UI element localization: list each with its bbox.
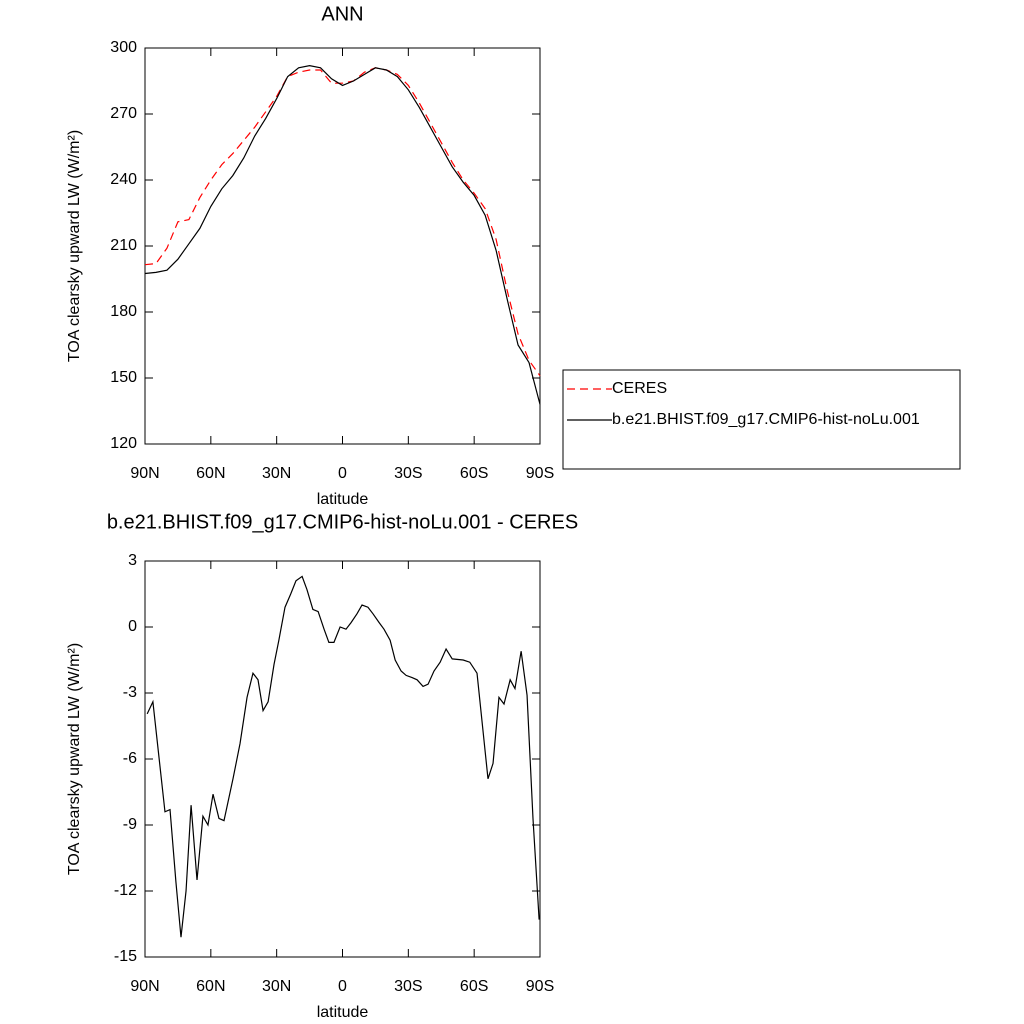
plot-frame (144, 47, 541, 445)
legend-label: b.e21.BHIST.f09_g17.CMIP6-hist-noLu.001 (612, 411, 920, 428)
y-tick-label: 180 (110, 303, 137, 320)
x-tick-label: 30N (262, 465, 291, 482)
y-tick-label: -12 (114, 882, 137, 899)
y-tick-label: 300 (110, 39, 137, 56)
y-tick-label: -3 (123, 684, 137, 701)
y-axis-label: TOA clearsky upward LW (W/m²) (66, 643, 83, 875)
plot-frame (144, 560, 541, 958)
y-tick-label: 150 (110, 369, 137, 386)
data-line (144, 64, 541, 405)
chart-title: b.e21.BHIST.f09_g17.CMIP6-hist-noLu.001 … (107, 511, 578, 533)
x-tick-label: 60S (460, 978, 488, 995)
y-tick-label: 3 (128, 552, 137, 569)
x-tick-label: 0 (338, 465, 347, 482)
chart-title: ANN (321, 3, 363, 25)
y-tick-label: 240 (110, 171, 137, 188)
x-tick-label: 30S (394, 978, 422, 995)
x-tick-label: 90S (526, 978, 554, 995)
y-tick-label: 0 (128, 618, 137, 635)
x-axis-label: latitude (317, 1004, 369, 1021)
x-tick-label: 90N (130, 978, 159, 995)
legend-label: CERES (612, 380, 667, 397)
x-tick-label: 90N (130, 465, 159, 482)
x-tick-label: 60N (196, 978, 225, 995)
y-tick-label: -15 (114, 948, 137, 965)
y-tick-label: -6 (123, 750, 137, 767)
x-axis-label: latitude (317, 491, 369, 508)
data-line (146, 575, 540, 938)
y-tick-label: 210 (110, 237, 137, 254)
legend-box (562, 369, 961, 470)
y-tick-label: 120 (110, 435, 137, 452)
y-axis-label: TOA clearsky upward LW (W/m²) (66, 130, 83, 362)
data-line (144, 67, 541, 377)
x-tick-label: 30N (262, 978, 291, 995)
x-tick-label: 30S (394, 465, 422, 482)
x-tick-label: 90S (526, 465, 554, 482)
x-tick-label: 60S (460, 465, 488, 482)
y-tick-label: 270 (110, 105, 137, 122)
x-tick-label: 0 (338, 978, 347, 995)
y-tick-label: -9 (123, 816, 137, 833)
x-tick-label: 60N (196, 465, 225, 482)
